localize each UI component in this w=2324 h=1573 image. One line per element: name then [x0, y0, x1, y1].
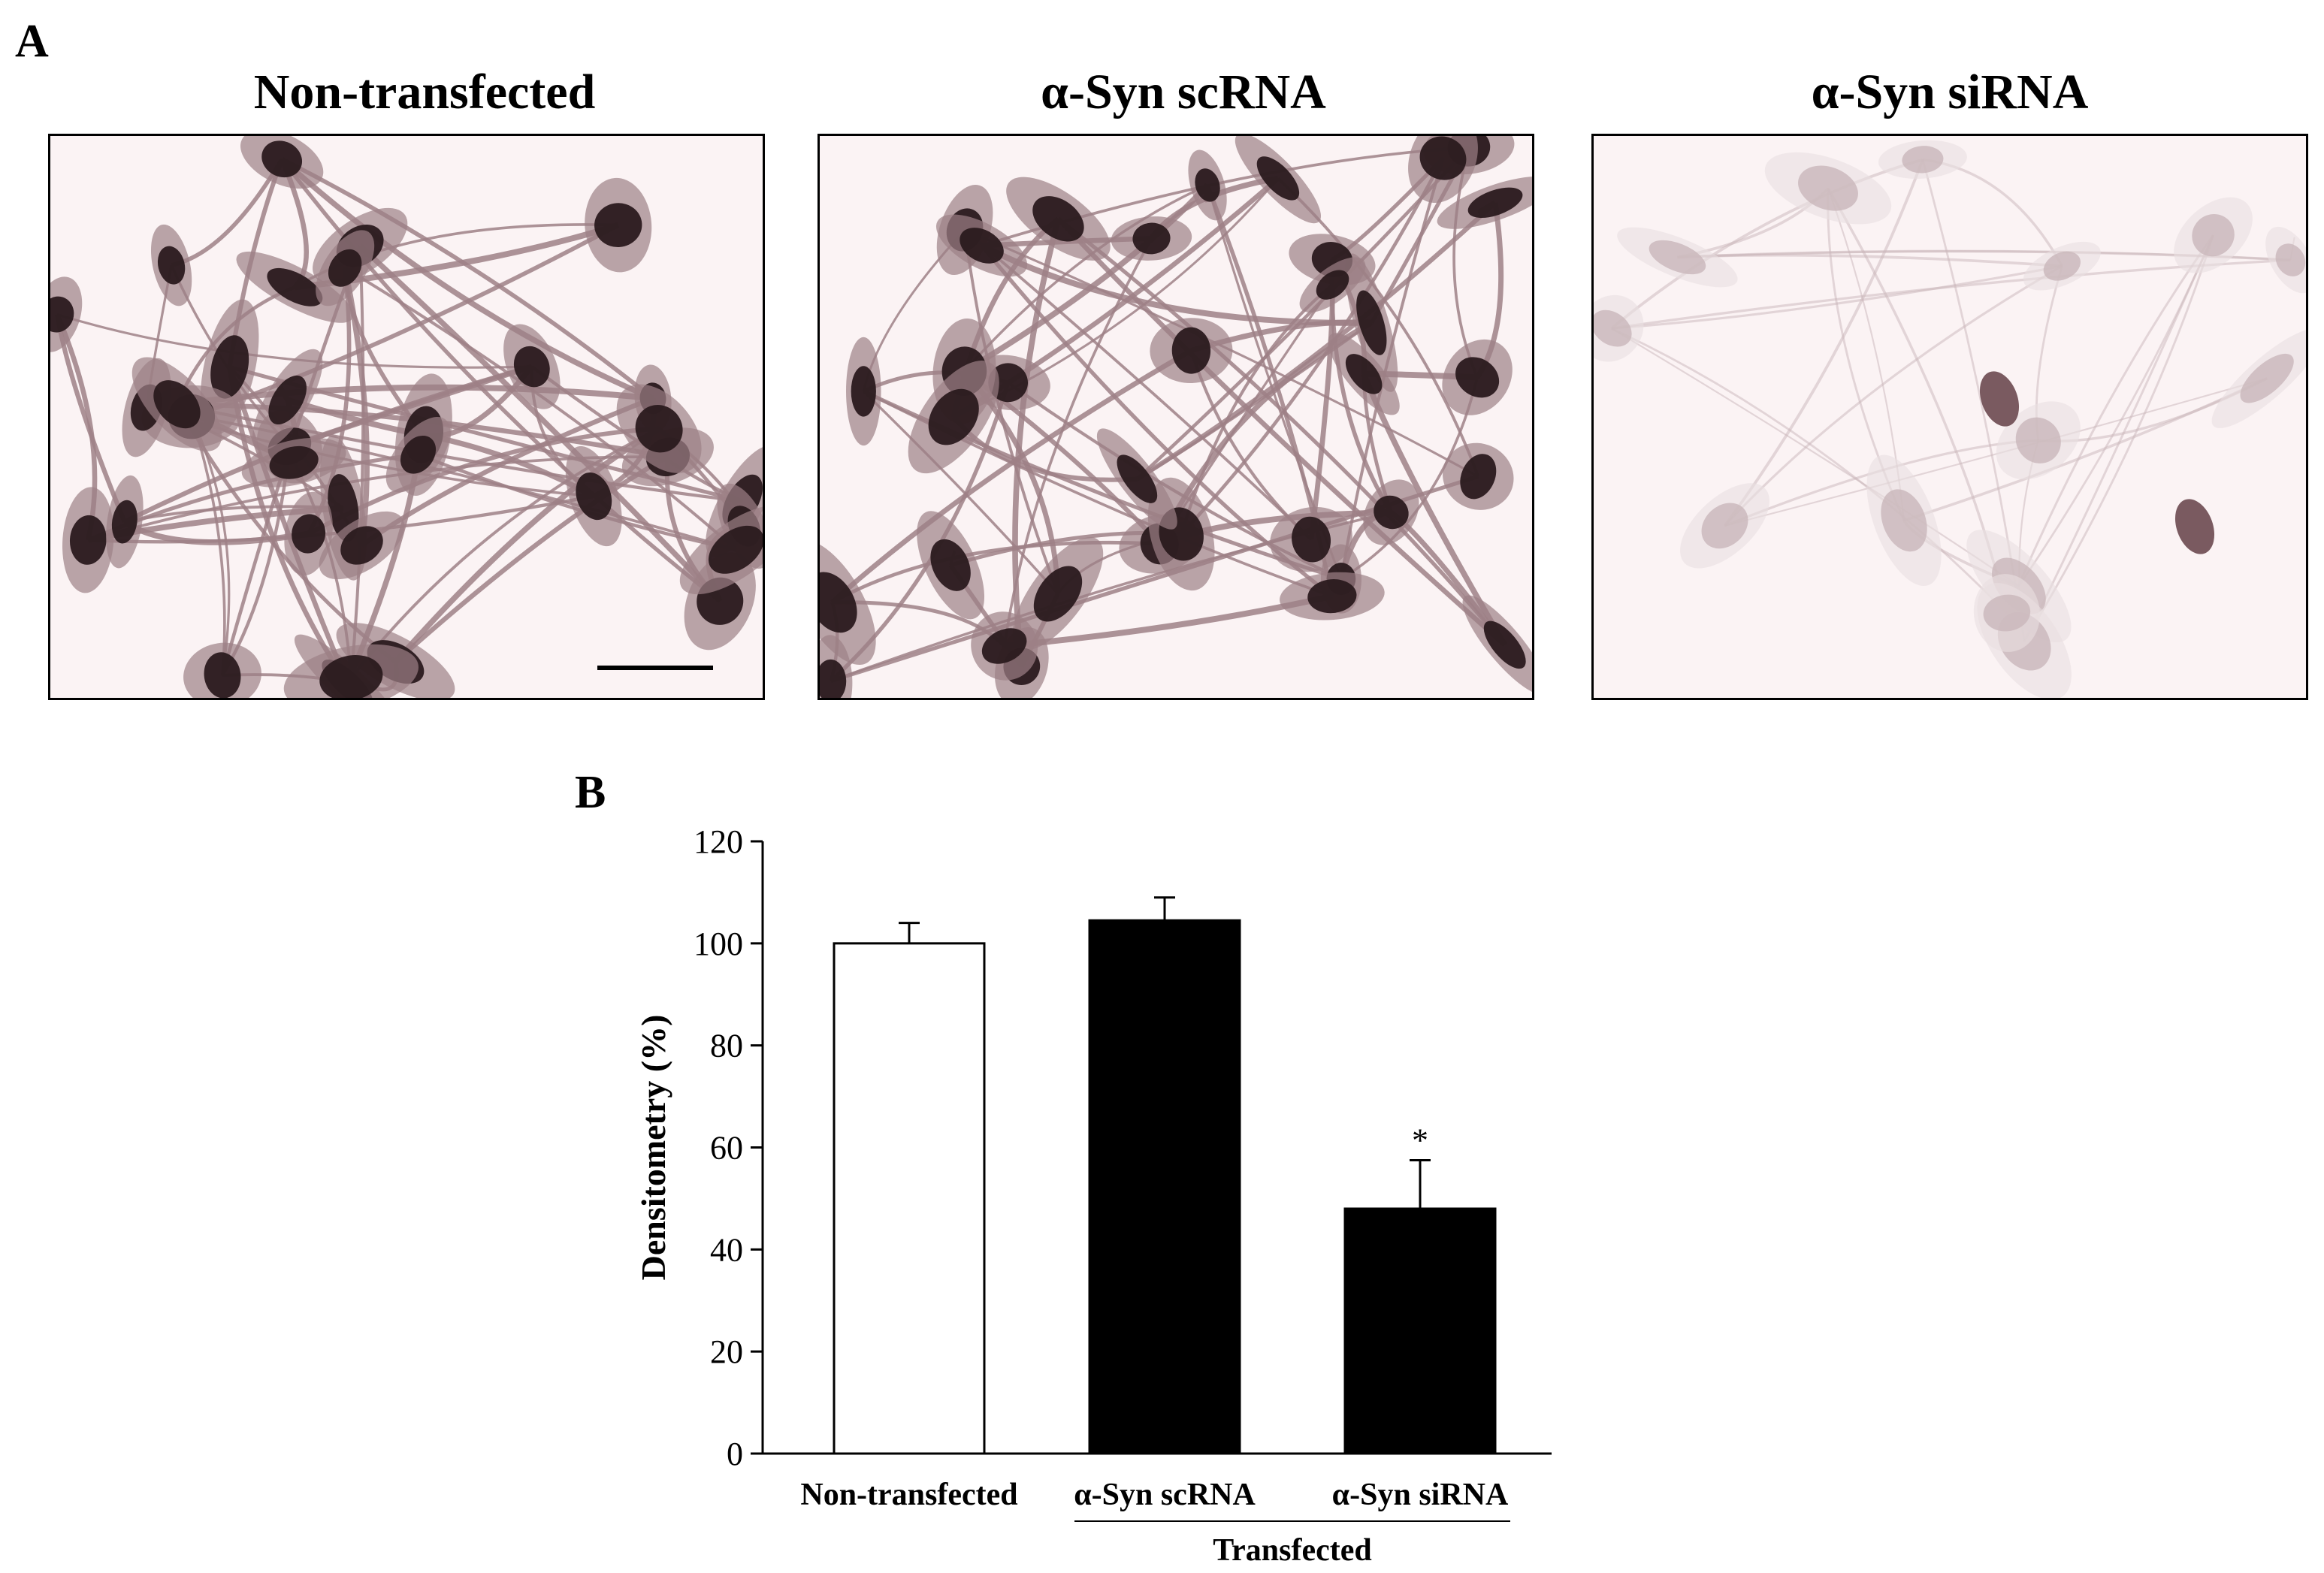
panel-b-label: B: [575, 767, 606, 818]
y-tick-label: 20: [710, 1333, 743, 1370]
bar-1: [1088, 919, 1241, 1455]
y-tick-label: 40: [710, 1231, 743, 1268]
micrograph-sirna: [1591, 134, 2308, 700]
significance-marker: *: [1412, 1122, 1428, 1158]
category-label-1: α-Syn scRNA: [1074, 1478, 1256, 1512]
group-label: Transfected: [1213, 1533, 1372, 1568]
bar-0: [833, 942, 986, 1455]
y-axis-label: Densitometry (%): [634, 1015, 672, 1281]
y-tick-label: 60: [710, 1130, 743, 1167]
y-tick-label: 80: [710, 1028, 743, 1064]
category-label-2: α-Syn siRNA: [1332, 1478, 1509, 1512]
bar-chart: 0 20 40 60 80 100 120 Densitometry (%) Non-trans…: [634, 823, 1552, 1568]
category-label-0: Non-transfected: [800, 1478, 1017, 1512]
micrograph-title-sirna: α-Syn siRNA: [1811, 65, 2089, 119]
bar-2: [1343, 1207, 1497, 1455]
micrograph-title-scrna: α-Syn scRNA: [1041, 65, 1326, 119]
micrograph-title-non-transfected: Non-transfected: [253, 65, 596, 119]
micrograph-scrna: [817, 134, 1534, 700]
micrograph-non-transfected: [48, 134, 765, 700]
panel-a-label: A: [15, 16, 49, 67]
y-tick-label: 100: [694, 925, 743, 962]
y-tick-label: 0: [727, 1436, 743, 1472]
y-tick-label: 120: [694, 823, 743, 860]
